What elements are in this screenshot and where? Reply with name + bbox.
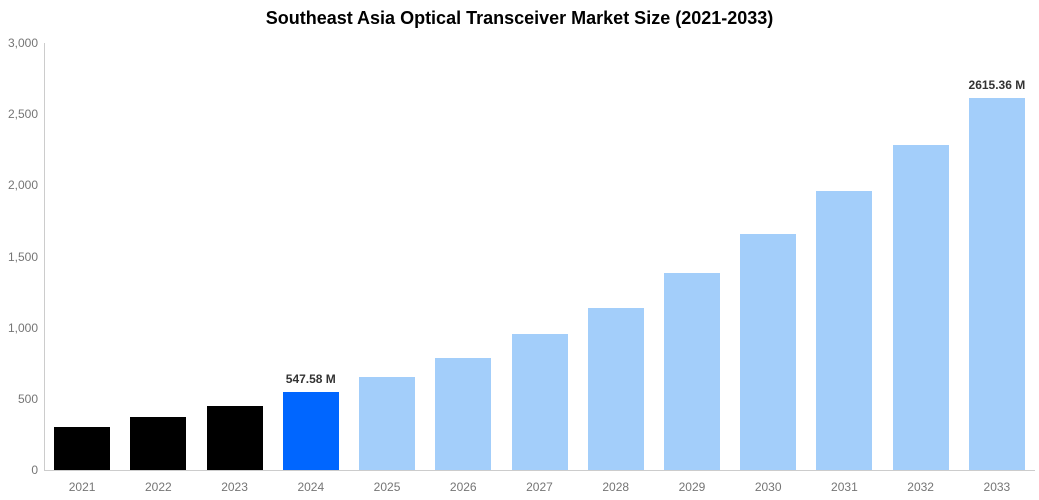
x-axis-tick-label-2022: 2022 (144, 480, 172, 494)
bar-2023[interactable] (206, 405, 263, 470)
bar-2033[interactable] (968, 97, 1025, 470)
bar-2032[interactable] (892, 145, 949, 470)
y-axis-tick-label: 1,000 (7, 320, 38, 335)
x-axis-tick-label-2032: 2032 (907, 480, 934, 494)
y-axis-tick-label: 2,500 (7, 107, 38, 122)
bar-2022[interactable] (130, 417, 187, 470)
bar-2025[interactable] (359, 376, 416, 470)
x-axis-tick-label-2025: 2025 (373, 480, 401, 494)
x-axis-tick-label-2023: 2023 (221, 480, 248, 494)
x-axis-tick-label-2030: 2030 (754, 480, 782, 494)
bar-2029[interactable] (663, 272, 720, 470)
bar-2031[interactable] (816, 191, 873, 470)
chart-title: Southeast Asia Optical Transceiver Marke… (265, 8, 774, 28)
bar-2030[interactable] (740, 234, 797, 470)
bar-value-label-2024: 547.58 M (285, 372, 336, 387)
y-axis-tick-label: 3,000 (7, 36, 38, 50)
bar-2028[interactable] (587, 307, 644, 470)
x-axis-line (44, 470, 1035, 471)
bar-2021[interactable] (54, 426, 111, 470)
x-axis-tick-label-2028: 2028 (602, 480, 630, 494)
y-axis-tick-label: 0 (31, 463, 38, 477)
bar-2027[interactable] (511, 334, 568, 470)
x-axis-tick-label-2024: 2024 (297, 480, 325, 494)
x-axis-tick-label-2029: 2029 (678, 480, 706, 494)
y-axis-tick-label: 2,000 (7, 178, 38, 193)
y-axis-tick-label: 1,500 (7, 249, 38, 264)
y-axis-tick-label: 500 (17, 391, 38, 406)
x-axis-tick-label-2027: 2027 (526, 480, 553, 494)
bar-2026[interactable] (435, 357, 492, 470)
x-axis-tick-label-2033: 2033 (983, 480, 1011, 494)
x-axis-tick-label-2031: 2031 (831, 480, 858, 494)
bar-value-label-2033: 2615.36 M (968, 77, 1026, 92)
x-axis-tick-label-2021: 2021 (68, 480, 96, 494)
x-axis-tick-label-2026: 2026 (449, 480, 477, 494)
bar-2024[interactable] (282, 392, 339, 470)
y-axis-line (44, 43, 45, 470)
